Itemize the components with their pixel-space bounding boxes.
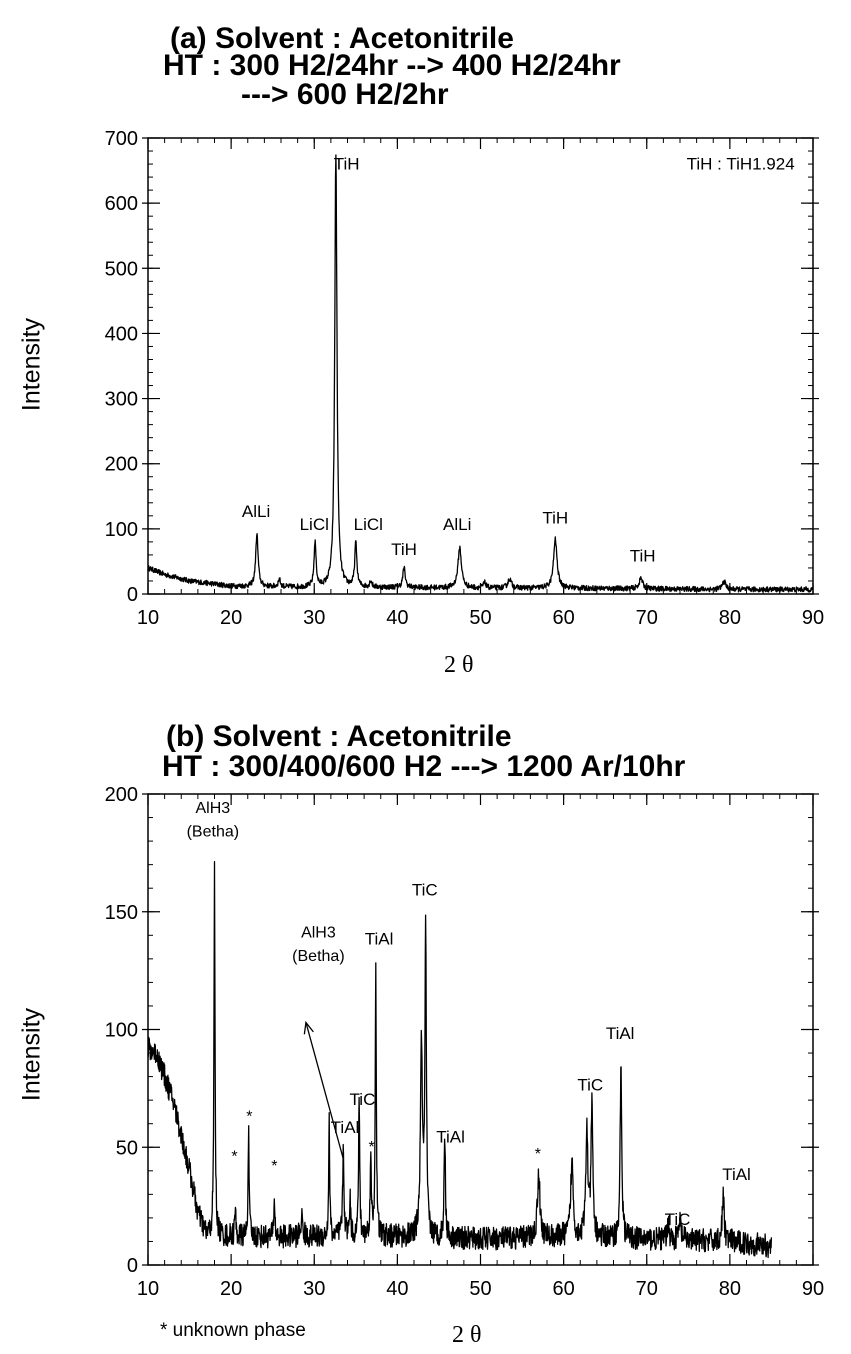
x-tick-label: 70 — [636, 607, 658, 629]
peak-label: TiH — [391, 540, 417, 559]
unknown-phase-marker: * — [535, 1146, 541, 1163]
peak-label: TiH — [630, 546, 656, 565]
peak-label: TiH — [334, 154, 360, 173]
x-tick-label: 20 — [220, 1278, 242, 1300]
peak-label: TiAl — [331, 1118, 360, 1137]
peak-label: TiAl — [722, 1165, 751, 1184]
y-tick-label: 100 — [105, 1020, 138, 1042]
chart-title-a-line1: (a) Solvent : Acetonitrile — [170, 22, 514, 55]
x-tick-label: 90 — [802, 607, 824, 629]
peak-label: AlLi — [242, 502, 270, 521]
x-axis-label-b: 2 θ — [452, 1322, 482, 1348]
x-tick-label: 50 — [469, 607, 491, 629]
xrd-trace — [147, 154, 814, 593]
chart-title-a-line3: ---> 600 H2/2hr — [241, 78, 449, 111]
annotation-arrow — [305, 1022, 344, 1160]
x-tick-label: 80 — [719, 607, 741, 629]
peak-label: TiAl — [606, 1024, 635, 1043]
peak-label: LiCl — [354, 515, 383, 534]
chart-title-b-line2: HT : 300/400/600 H2 ---> 1200 Ar/10hr — [162, 750, 686, 783]
y-tick-label: 200 — [105, 784, 138, 806]
peak-label: (Betha) — [187, 823, 239, 840]
peak-label: LiCl — [300, 515, 329, 534]
peak-label: AlH3 — [301, 925, 336, 942]
unknown-phase-marker: * — [368, 1139, 374, 1156]
x-tick-label: 10 — [137, 607, 159, 629]
peak-label: TiAl — [365, 930, 394, 949]
x-tick-label: 60 — [553, 1278, 575, 1300]
y-tick-label: 400 — [105, 323, 138, 345]
unknown-phase-marker: * — [271, 1158, 277, 1175]
y-tick-label: 0 — [127, 584, 138, 606]
unknown-phase-marker: * — [246, 1108, 252, 1125]
x-tick-label: 60 — [553, 607, 575, 629]
chart-title-a-line2: HT : 300 H2/24hr --> 400 H2/24hr — [163, 49, 621, 82]
x-tick-label: 10 — [137, 1278, 159, 1300]
y-tick-label: 300 — [105, 389, 138, 411]
y-tick-label: 150 — [105, 902, 138, 924]
peak-label: TiAl — [436, 1128, 465, 1147]
peak-label: TiH — [542, 509, 568, 528]
y-tick-label: 700 — [105, 128, 138, 150]
x-tick-label: 20 — [220, 607, 242, 629]
x-axis-label-a: 2 θ — [444, 652, 474, 678]
peak-label: AlH3 — [195, 800, 230, 817]
xrd-trace — [147, 861, 773, 1259]
peak-label: (Betha) — [292, 948, 344, 965]
arrow-head — [303, 1020, 314, 1035]
x-tick-label: 70 — [636, 1278, 658, 1300]
chart-title-b-line1: (b) Solvent : Acetonitrile — [166, 720, 512, 753]
peak-label: TiC — [665, 1210, 691, 1229]
peak-label: TiH : TiH1.924 — [687, 154, 795, 173]
x-tick-label: 40 — [386, 1278, 408, 1300]
x-tick-label: 30 — [303, 607, 325, 629]
x-tick-label: 40 — [386, 607, 408, 629]
peak-label: TiC — [350, 1090, 376, 1109]
x-tick-label: 80 — [719, 1278, 741, 1300]
y-tick-label: 500 — [105, 258, 138, 280]
peak-label: TiC — [412, 880, 438, 899]
peak-label: TiC — [577, 1076, 603, 1095]
y-tick-label: 600 — [105, 193, 138, 215]
unknown-phase-marker: * — [231, 1148, 237, 1165]
plot-frame — [147, 137, 814, 595]
unknown-phase-note: * unknown phase — [160, 1320, 306, 1341]
y-tick-label: 200 — [105, 454, 138, 476]
y-tick-label: 100 — [105, 519, 138, 541]
y-tick-label: 0 — [127, 1255, 138, 1277]
peak-label: AlLi — [443, 515, 471, 534]
x-tick-label: 30 — [303, 1278, 325, 1300]
x-tick-label: 90 — [802, 1278, 824, 1300]
x-tick-label: 50 — [469, 1278, 491, 1300]
y-tick-label: 50 — [116, 1137, 138, 1159]
